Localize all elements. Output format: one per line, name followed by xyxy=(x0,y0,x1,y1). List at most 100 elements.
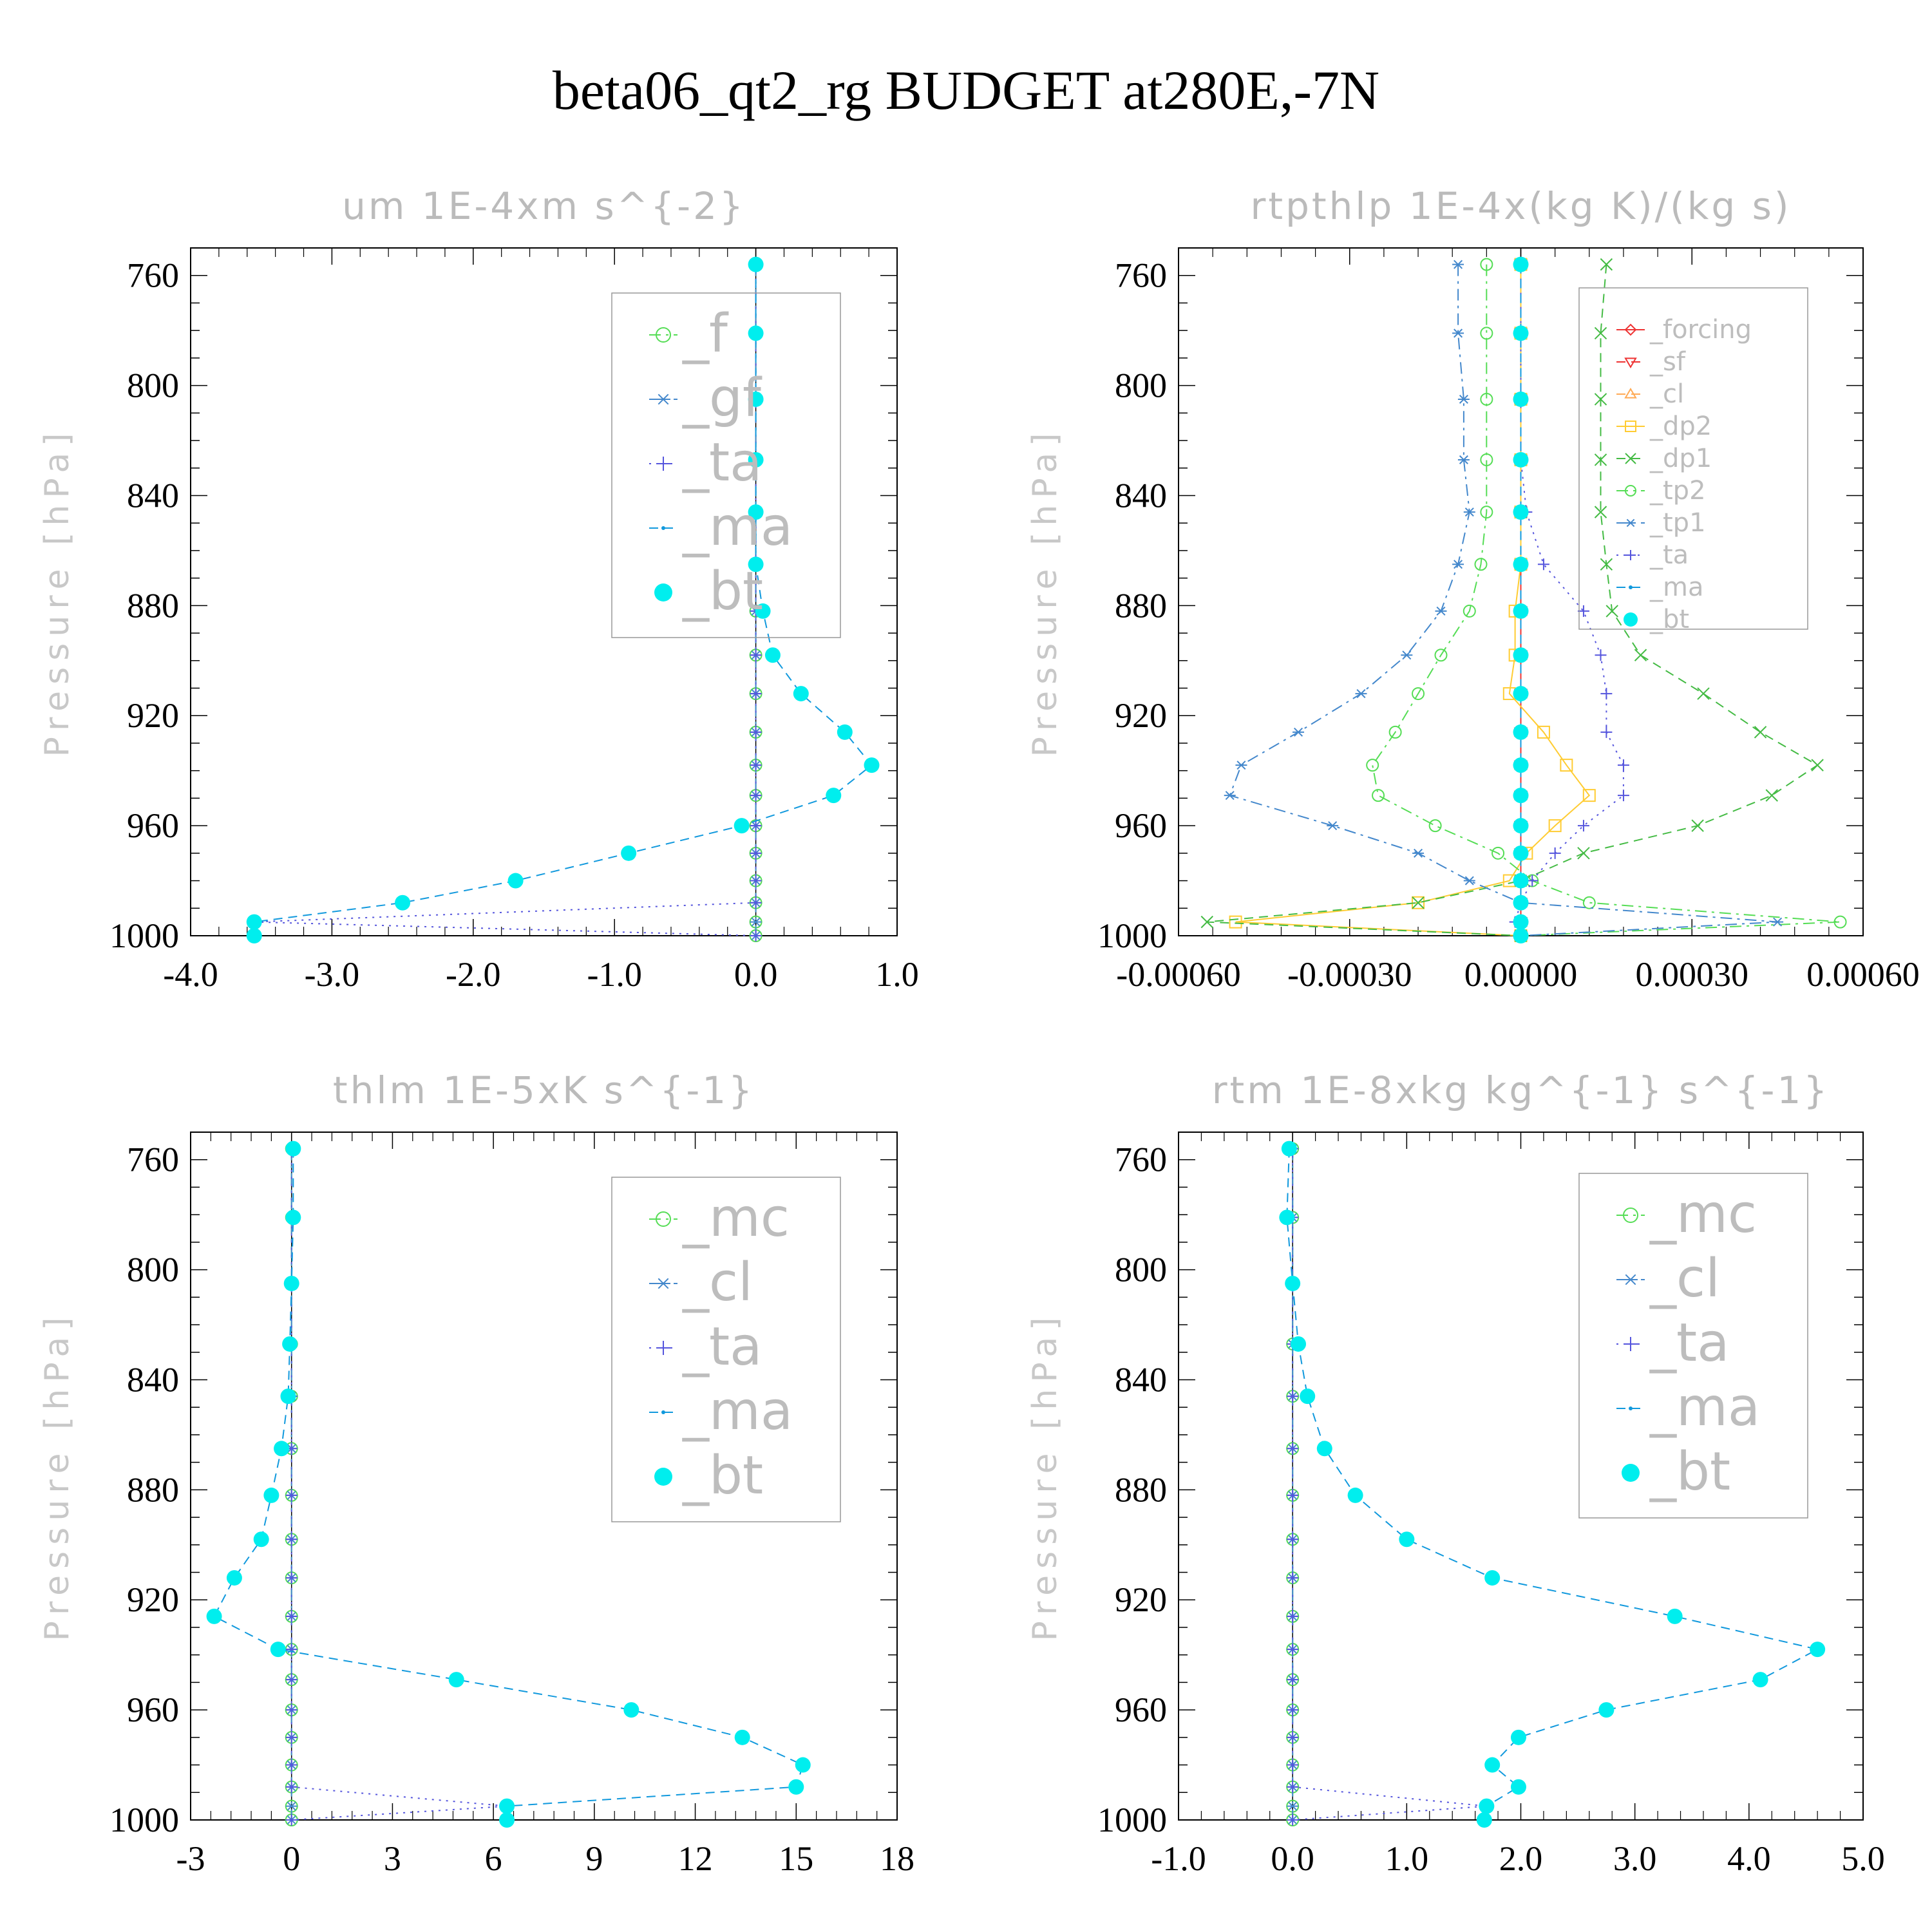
data-point xyxy=(1287,1814,1299,1826)
legend: _f_gf_ta_ma_bt xyxy=(611,292,841,638)
data-point xyxy=(395,895,411,911)
data-point xyxy=(1600,688,1613,700)
data-point xyxy=(280,1388,296,1405)
series-line xyxy=(1207,264,1819,936)
data-point xyxy=(1510,1729,1526,1745)
legend-marker xyxy=(1624,323,1637,336)
data-point xyxy=(748,504,764,520)
data-point xyxy=(750,649,762,661)
data-point xyxy=(1287,1533,1299,1546)
legend-marker xyxy=(1623,1208,1638,1223)
data-point xyxy=(1435,606,1447,616)
data-point xyxy=(1452,328,1464,338)
legend-label: _ma xyxy=(682,1381,793,1442)
data-point xyxy=(750,930,762,942)
legend-marker xyxy=(656,327,671,343)
legend-box xyxy=(611,1177,841,1522)
data-point xyxy=(1287,1781,1299,1793)
data-point xyxy=(750,820,762,832)
y-tick-label: 920 xyxy=(127,1580,179,1619)
data-point xyxy=(750,790,762,802)
series-line xyxy=(1286,1148,1819,1821)
data-point xyxy=(285,1781,298,1793)
data-point xyxy=(1412,687,1425,701)
legend-label: _f xyxy=(682,303,729,365)
x-tick-label: 0.00000 xyxy=(1464,955,1578,994)
data-point xyxy=(1287,1704,1299,1716)
data-point xyxy=(748,451,764,468)
x-tick-label: 9 xyxy=(585,1839,603,1878)
data-point xyxy=(750,726,762,738)
y-tick-label: 880 xyxy=(1115,586,1167,625)
legend-label: _ta xyxy=(1649,540,1689,570)
data-point xyxy=(1281,1141,1297,1157)
legend-marker xyxy=(1624,612,1638,627)
data-point xyxy=(1287,1610,1299,1622)
x-tick-label: 0.0 xyxy=(1271,1839,1314,1878)
data-point xyxy=(448,1672,464,1688)
legend-label: _tp1 xyxy=(1649,508,1706,538)
y-tick-label: 920 xyxy=(127,696,179,735)
data-point xyxy=(1513,928,1529,943)
data-point xyxy=(750,847,762,859)
data-point xyxy=(1810,1642,1826,1658)
data-point xyxy=(1480,258,1493,271)
data-point xyxy=(750,875,762,887)
y-tick-label: 880 xyxy=(127,1470,179,1509)
data-point xyxy=(270,1642,286,1658)
data-point xyxy=(1752,1672,1768,1688)
data-point xyxy=(1474,558,1488,571)
data-point xyxy=(285,1759,298,1771)
legend-marker xyxy=(654,583,672,601)
legend-marker xyxy=(656,1278,670,1289)
data-point xyxy=(1697,687,1710,700)
data-point xyxy=(1754,726,1767,739)
panel-rtm: rtm 1E-8xkg kg^{-1} s^{-1} Pressure [hPa]… xyxy=(1026,1068,1885,1878)
x-tick-label: 0.0 xyxy=(734,955,778,994)
panel-title: rtm 1E-8xkg kg^{-1} s^{-1} xyxy=(1212,1068,1830,1112)
legend-label: _ma xyxy=(1649,1377,1760,1438)
legend-marker xyxy=(656,1341,670,1355)
data-point xyxy=(1513,914,1529,930)
x-tick-label: 4.0 xyxy=(1727,1839,1771,1878)
y-tick-label: 880 xyxy=(127,586,179,625)
data-point xyxy=(285,1643,298,1656)
y-tick-label: 920 xyxy=(1115,1580,1167,1619)
data-point xyxy=(1582,789,1596,802)
series-line xyxy=(253,264,873,936)
x-tick-label: -1.0 xyxy=(587,955,641,994)
data-point xyxy=(1279,1209,1295,1226)
legend-marker xyxy=(1624,1274,1638,1285)
series-line xyxy=(1372,264,1841,936)
series-ta xyxy=(1287,1142,1493,1826)
legend-label: _forcing xyxy=(1649,315,1752,345)
y-tick-label: 960 xyxy=(127,1690,179,1729)
data-point xyxy=(1600,726,1613,738)
data-point xyxy=(1513,686,1529,702)
x-tick-label: 2.0 xyxy=(1499,1839,1543,1878)
data-point xyxy=(1513,603,1529,619)
panel-thlm: thlm 1E-5xK s^{-1} Pressure [hPa] 760 800 84… xyxy=(38,1068,914,1878)
legend-label: _cl xyxy=(1649,1248,1720,1309)
x-tick-label: 3.0 xyxy=(1613,1839,1657,1878)
legend-label: _bt xyxy=(682,561,763,622)
data-point xyxy=(1434,649,1448,662)
data-point xyxy=(1287,1674,1299,1686)
x-tick-label: -4.0 xyxy=(163,955,218,994)
data-point xyxy=(1513,873,1529,889)
data-point xyxy=(1293,727,1305,737)
y-tick-label: 880 xyxy=(1115,1470,1167,1509)
legend-label: _ta xyxy=(682,432,762,493)
data-point xyxy=(1229,915,1242,929)
data-point xyxy=(1476,1812,1492,1828)
data-point xyxy=(285,1533,298,1546)
data-point xyxy=(285,1704,298,1716)
data-point xyxy=(1594,506,1607,518)
data-point xyxy=(1549,847,1561,859)
data-point xyxy=(283,1275,299,1291)
data-point xyxy=(285,1209,301,1226)
data-point xyxy=(734,1729,750,1745)
y-tick-label: 960 xyxy=(1115,806,1167,845)
data-point xyxy=(274,1441,290,1457)
legend-marker xyxy=(656,1211,671,1227)
